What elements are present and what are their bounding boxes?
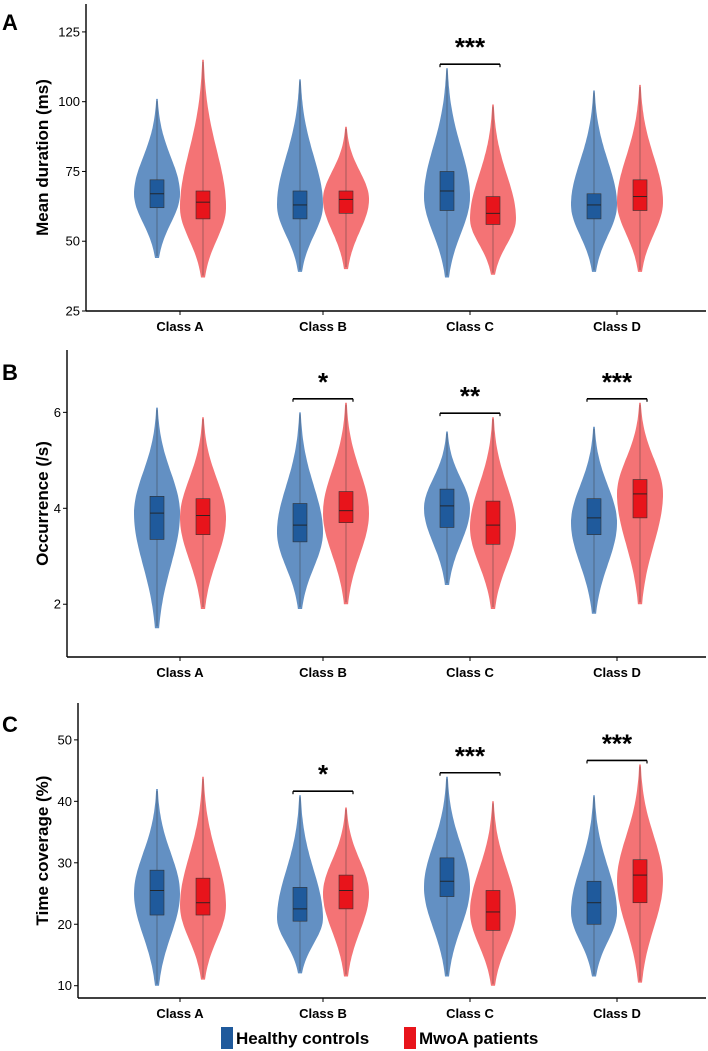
box-healthy-controls-class-a: [149, 496, 165, 540]
x-tick-label: Class A: [156, 1006, 204, 1021]
significance-label: ***: [455, 32, 486, 62]
y-axis-label: Time coverage (%): [33, 776, 52, 926]
box-healthy-controls-class-c: [439, 857, 455, 897]
x-tick-label: Class B: [299, 665, 347, 680]
box-mwoa-patients-class-a: [195, 190, 211, 220]
x-tick-label: Class A: [156, 319, 204, 334]
x-tick-label: Class D: [593, 319, 641, 334]
legend-label-healthy-controls: Healthy controls: [236, 1029, 369, 1048]
x-tick-label: Class B: [299, 1006, 347, 1021]
box-mwoa-patients-class-c: [485, 500, 501, 545]
box-mwoa-patients-class-d: [632, 859, 648, 904]
y-axis-label: Occurrence (/s): [33, 441, 52, 566]
box-healthy-controls-class-c: [439, 488, 455, 528]
x-tick-label: Class D: [593, 665, 641, 680]
box-mwoa-patients-class-d: [632, 479, 648, 519]
y-tick-label: 20: [58, 917, 72, 932]
y-tick-label: 10: [58, 978, 72, 993]
legend-swatch-healthy-controls: [221, 1027, 233, 1049]
box-healthy-controls-class-b: [292, 503, 308, 543]
box-mwoa-patients-class-b: [338, 491, 354, 523]
box-healthy-controls-class-a: [149, 869, 165, 916]
x-tick-label: Class C: [446, 1006, 494, 1021]
significance-label: ***: [455, 741, 486, 771]
box-mwoa-patients-class-c: [485, 196, 501, 225]
box-healthy-controls-class-b: [292, 887, 308, 922]
significance-label: *: [318, 367, 329, 397]
panel-letter: B: [2, 360, 18, 385]
box-mwoa-patients-class-b: [338, 190, 354, 214]
significance-label: ***: [602, 367, 633, 397]
y-tick-label: 25: [66, 304, 80, 319]
panel-letter: C: [2, 712, 18, 737]
y-tick-label: 50: [58, 732, 72, 747]
legend-label-mwoa-patients: MwoA patients: [419, 1029, 538, 1048]
legend: Healthy controls MwoA patients: [221, 1027, 538, 1049]
panel-letter: A: [2, 10, 18, 35]
x-tick-label: Class D: [593, 1006, 641, 1021]
box-mwoa-patients-class-d: [632, 179, 648, 211]
y-tick-label: 50: [66, 234, 80, 249]
y-tick-label: 125: [58, 24, 80, 39]
y-tick-label: 100: [58, 94, 80, 109]
x-tick-label: Class B: [299, 319, 347, 334]
panel-a: A Mean duration (ms) 25 50 75 100 125 Class A Cl…: [2, 4, 706, 334]
significance-label: **: [460, 381, 481, 411]
significance-label: ***: [602, 728, 633, 758]
box-healthy-controls-class-d: [586, 193, 602, 220]
box-healthy-controls-class-d: [586, 498, 602, 535]
box-mwoa-patients-class-c: [485, 890, 501, 931]
y-tick-label: 6: [54, 405, 61, 420]
y-axis-label: Mean duration (ms): [33, 79, 52, 236]
x-tick-label: Class A: [156, 665, 204, 680]
y-tick-label: 75: [66, 164, 80, 179]
y-tick-label: 40: [58, 794, 72, 809]
x-tick-label: Class C: [446, 319, 494, 334]
panel-b: B Occurrence (/s) 2 4 6 Class A Class B Class C…: [2, 350, 706, 680]
box-mwoa-patients-class-a: [195, 498, 211, 535]
x-tick-label: Class C: [446, 665, 494, 680]
significance-label: *: [318, 759, 329, 789]
y-tick-label: 2: [54, 597, 61, 612]
y-tick-label: 30: [58, 855, 72, 870]
y-tick-label: 4: [54, 501, 61, 516]
panels: A Mean duration (ms) 25 50 75 100 125 Class A Cl…: [2, 4, 706, 1021]
box-mwoa-patients-class-a: [195, 877, 211, 916]
legend-swatch-mwoa-patients: [404, 1027, 416, 1049]
panel-c: C Time coverage (%) 10 20 30 40 50 Class A Class…: [2, 703, 706, 1021]
box-mwoa-patients-class-b: [338, 874, 354, 910]
